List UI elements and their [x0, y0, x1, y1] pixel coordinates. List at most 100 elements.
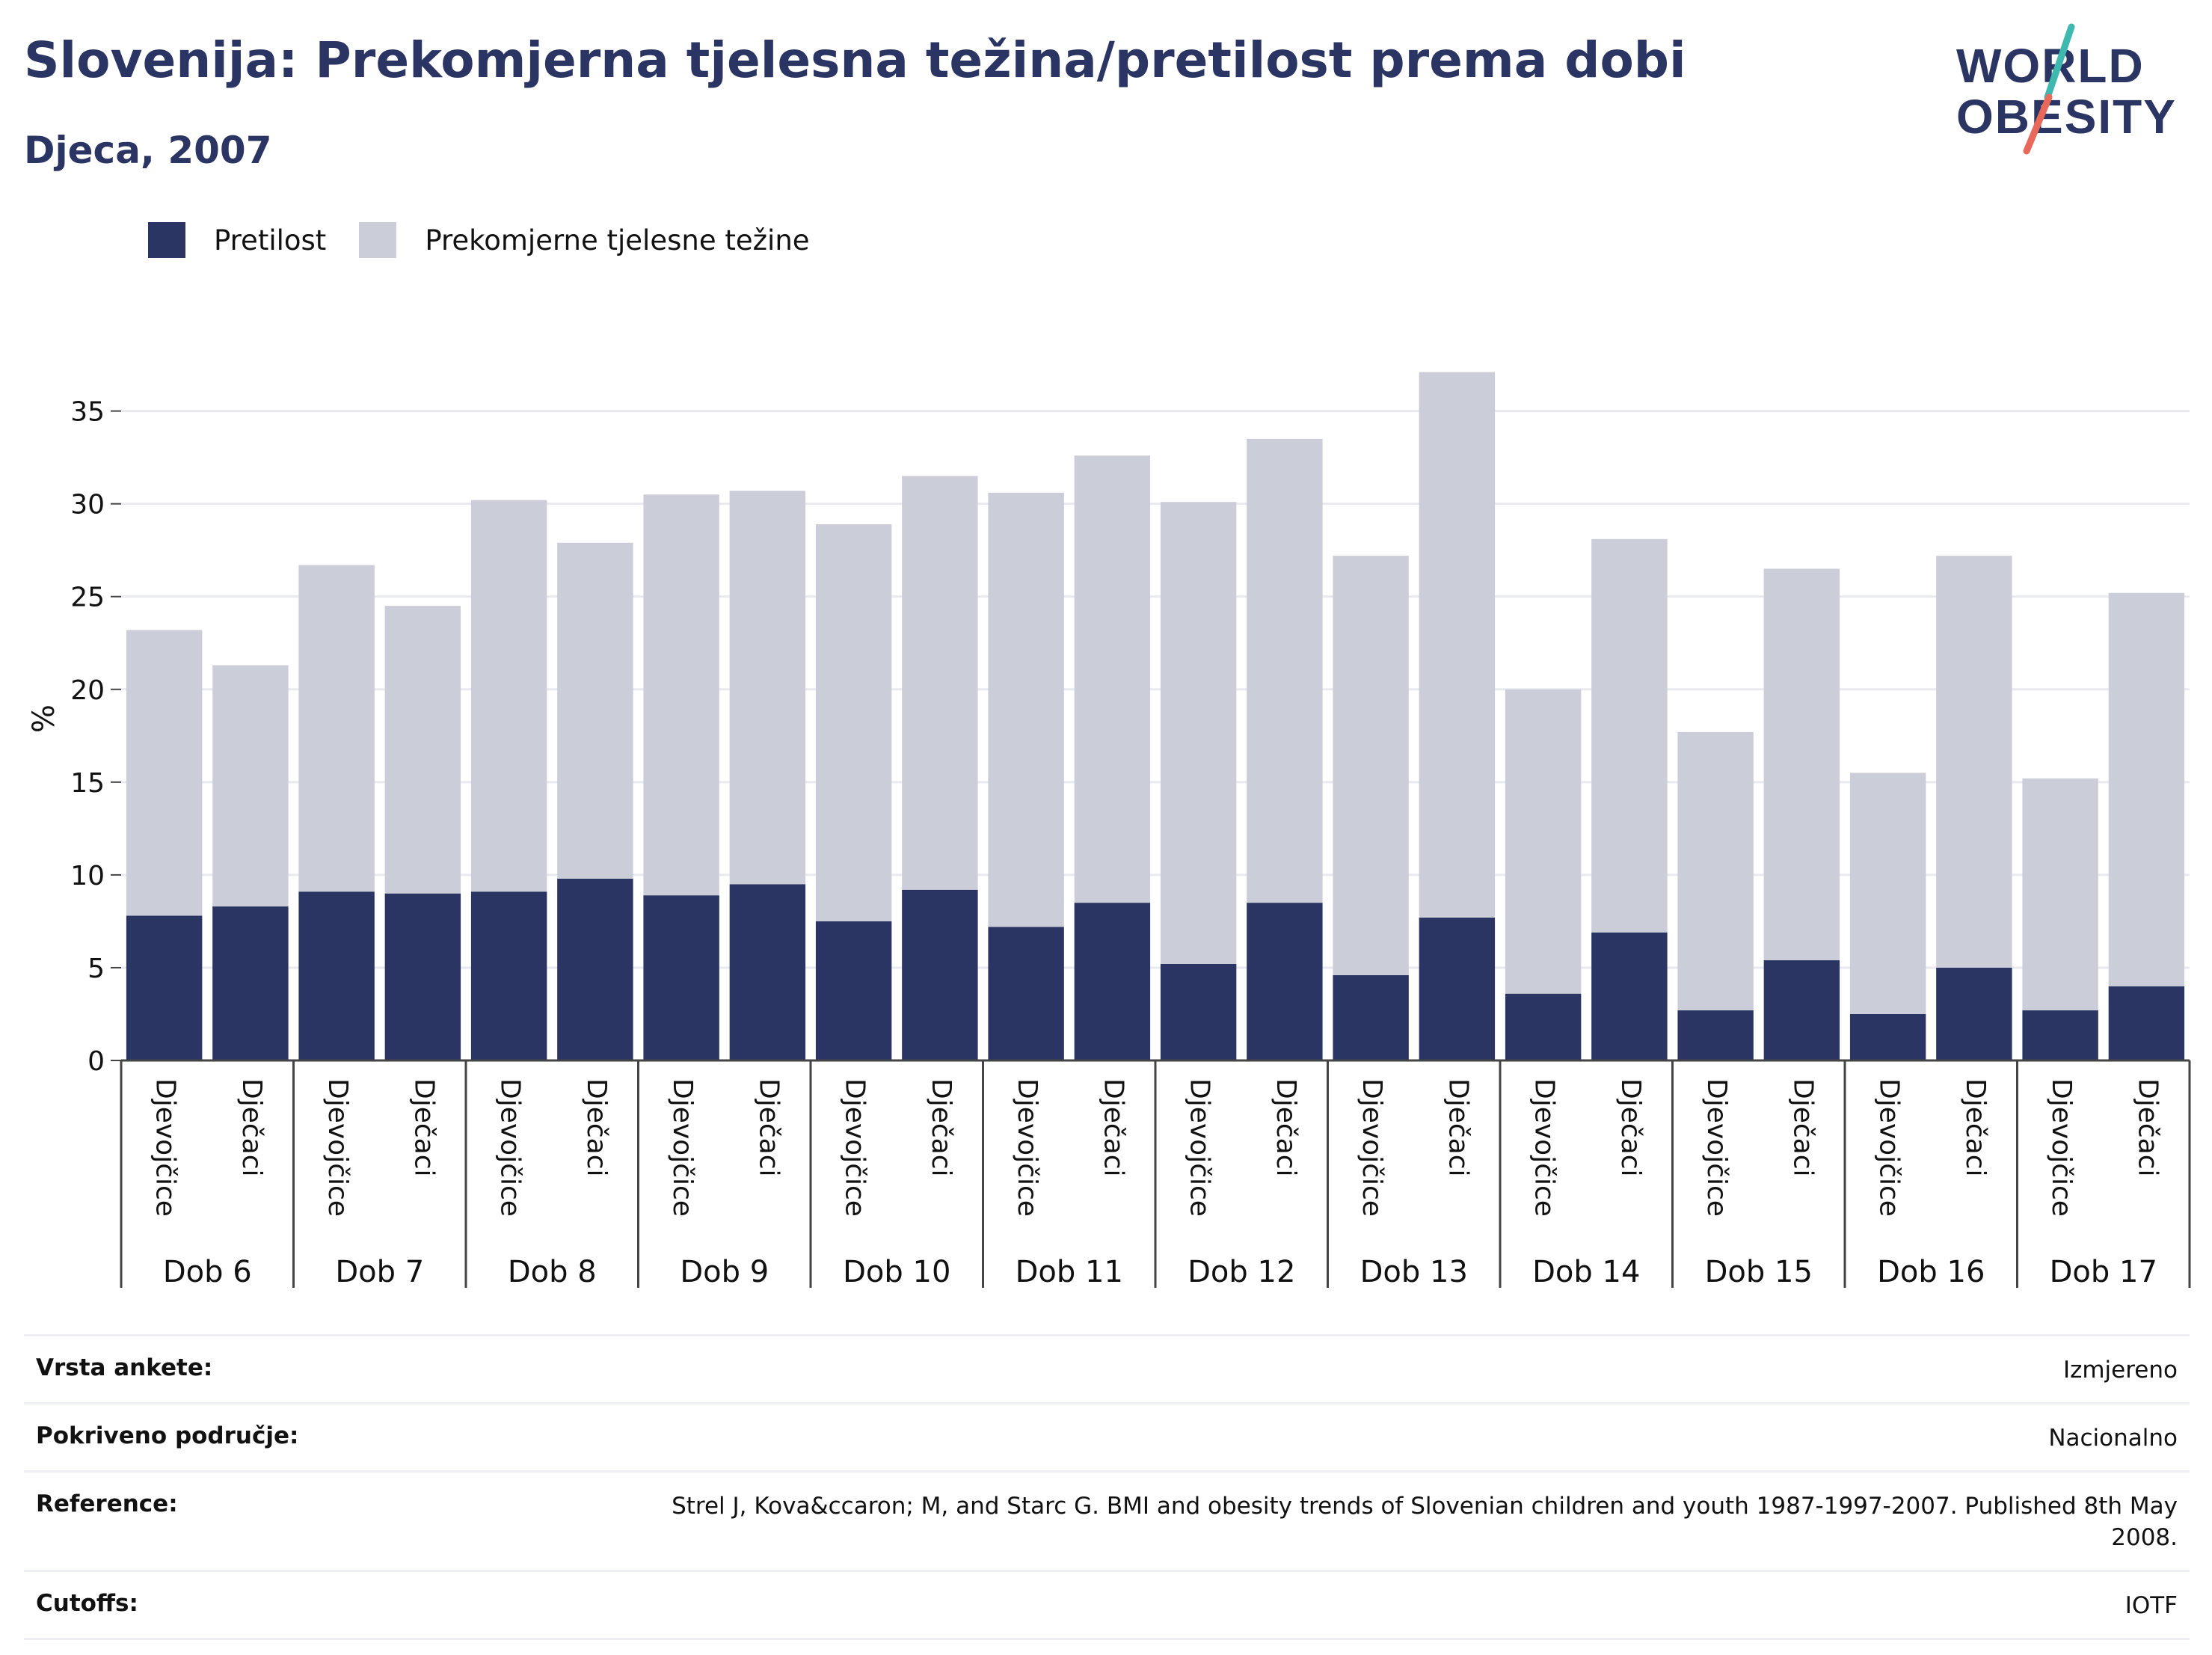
bar-overweight: [212, 665, 289, 907]
x-subcategory-label: Djevojčice: [1185, 1078, 1215, 1217]
x-group-label: Dob 8: [508, 1255, 597, 1289]
meta-key: Pokriveno područje:: [36, 1422, 299, 1449]
logo-text-obesity: OBESITY: [1956, 90, 2177, 144]
y-tick-label: 5: [87, 954, 105, 984]
x-subcategory-label: Djevojčice: [2046, 1078, 2077, 1217]
bar-overweight: [729, 491, 806, 885]
x-subcategory-label: Djevojčice: [1701, 1078, 1732, 1217]
bar-obesity: [1247, 903, 1323, 1060]
x-subcategory-label: Dječaci: [2132, 1078, 2163, 1177]
x-group-label: Dob 6: [163, 1255, 252, 1289]
bar-overweight: [643, 494, 719, 896]
legend-swatch-obesity: [148, 222, 185, 258]
bar-obesity: [1936, 967, 2012, 1060]
bar-overweight: [1333, 556, 1409, 975]
world-obesity-logo: WORLD OBESITY: [1956, 23, 2177, 155]
x-group-label: Dob 17: [2050, 1255, 2157, 1289]
x-subcategory-label: Dječaci: [581, 1078, 612, 1177]
bar-obesity: [2022, 1010, 2098, 1060]
bar-overweight: [384, 606, 461, 894]
legend-item-obesity: Pretilost: [148, 222, 326, 258]
bar-obesity: [815, 921, 892, 1060]
chart-subtitle: Djeca, 2007: [24, 129, 272, 172]
bar-overweight: [1505, 689, 1582, 994]
bar-overweight: [2108, 592, 2185, 986]
x-subcategory-label: Dječaci: [926, 1078, 956, 1177]
bar-obesity: [1074, 903, 1151, 1060]
x-subcategory-label: Djevojčice: [667, 1078, 698, 1217]
meta-key: Vrsta ankete:: [36, 1354, 213, 1381]
bar-obesity: [1677, 1010, 1754, 1060]
x-group-label: Dob 9: [680, 1255, 769, 1289]
bar-obesity: [1419, 917, 1496, 1060]
meta-value: IOTF: [2125, 1592, 2178, 1619]
bar-overweight: [815, 523, 892, 921]
bar-overweight: [1247, 438, 1323, 903]
x-subcategory-label: Dječaci: [1098, 1078, 1128, 1177]
x-group-label: Dob 7: [335, 1255, 424, 1289]
meta-value: Izmjereno: [2062, 1357, 2178, 1384]
x-subcategory-label: Djevojčice: [1012, 1078, 1042, 1217]
x-group-label: Dob 11: [1016, 1255, 1123, 1289]
bar-overweight: [1591, 538, 1668, 933]
meta-row-reference: Reference: Strel J, Kova&ccaron; M, and …: [24, 1473, 2190, 1572]
x-subcategory-label: Djevojčice: [1357, 1078, 1387, 1217]
bar-overweight: [126, 630, 203, 916]
x-group-label: Dob 14: [1532, 1255, 1640, 1289]
bar-obesity: [1763, 960, 1840, 1060]
x-subcategory-label: Dječaci: [1443, 1078, 1473, 1177]
meta-key: Cutoffs:: [36, 1590, 138, 1617]
meta-key: Reference:: [36, 1490, 178, 1517]
meta-row-cutoffs: Cutoffs: IOTF: [24, 1572, 2190, 1640]
bar-overweight: [2022, 778, 2098, 1011]
meta-row-coverage: Pokriveno područje: Nacionalno: [24, 1404, 2190, 1473]
x-subcategory-label: Djevojčice: [495, 1078, 526, 1217]
bar-overweight: [1936, 556, 2012, 968]
legend-label-overweight: Prekomjerne tjelesne težine: [425, 224, 810, 257]
x-group-label: Dob 15: [1705, 1255, 1813, 1289]
x-subcategory-label: Dječaci: [236, 1078, 267, 1177]
legend-swatch-overweight: [359, 222, 397, 258]
y-tick-label: 30: [70, 490, 105, 521]
logo-slash-coral: [2023, 93, 2053, 155]
x-subcategory-label: Dječaci: [753, 1078, 784, 1177]
bar-obesity: [212, 906, 289, 1060]
bar-overweight: [1074, 455, 1151, 903]
x-subcategory-label: Dječaci: [1271, 1078, 1301, 1177]
legend-item-overweight: Prekomjerne tjelesne težine: [359, 222, 810, 258]
bar-overweight: [1763, 568, 1840, 961]
x-subcategory-label: Dječaci: [1960, 1078, 1991, 1177]
x-subcategory-label: Djevojčice: [1529, 1078, 1560, 1217]
bar-obesity: [1333, 974, 1409, 1060]
bar-obesity: [298, 891, 375, 1060]
x-subcategory-label: Djevojčice: [840, 1078, 870, 1217]
bar-obesity: [988, 927, 1064, 1060]
y-tick-label: 20: [70, 675, 105, 706]
bar-obesity: [1505, 993, 1582, 1060]
x-group-label: Dob 13: [1360, 1255, 1468, 1289]
meta-value: Nacionalno: [2048, 1425, 2178, 1452]
x-group-label: Dob 16: [1877, 1255, 1985, 1289]
x-subcategory-label: Djevojčice: [1874, 1078, 1905, 1217]
bar-obesity: [643, 895, 719, 1060]
y-tick-label: 15: [70, 768, 105, 799]
y-tick-label: 10: [70, 861, 105, 891]
y-tick-label: 25: [70, 583, 105, 613]
chart-legend: Pretilost Prekomjerne tjelesne težine: [148, 221, 843, 259]
x-group-label: Dob 12: [1188, 1255, 1295, 1289]
bar-obesity: [729, 884, 806, 1060]
bar-overweight: [1677, 731, 1754, 1011]
bar-obesity: [1849, 1013, 1926, 1060]
bar-obesity: [2108, 986, 2185, 1060]
survey-metadata-table: Vrsta ankete: Izmjereno Pokriveno područ…: [24, 1334, 2190, 1640]
bar-overweight: [1419, 372, 1496, 918]
x-subcategory-label: Dječaci: [1615, 1078, 1646, 1177]
bar-obesity: [126, 915, 203, 1060]
bar-overweight: [988, 492, 1064, 927]
bar-overweight: [1160, 502, 1237, 964]
bar-overweight: [470, 500, 547, 892]
bar-obesity: [902, 889, 978, 1060]
y-axis-label: %: [27, 704, 61, 733]
bar-overweight: [902, 476, 978, 890]
bar-obesity: [1160, 963, 1237, 1060]
